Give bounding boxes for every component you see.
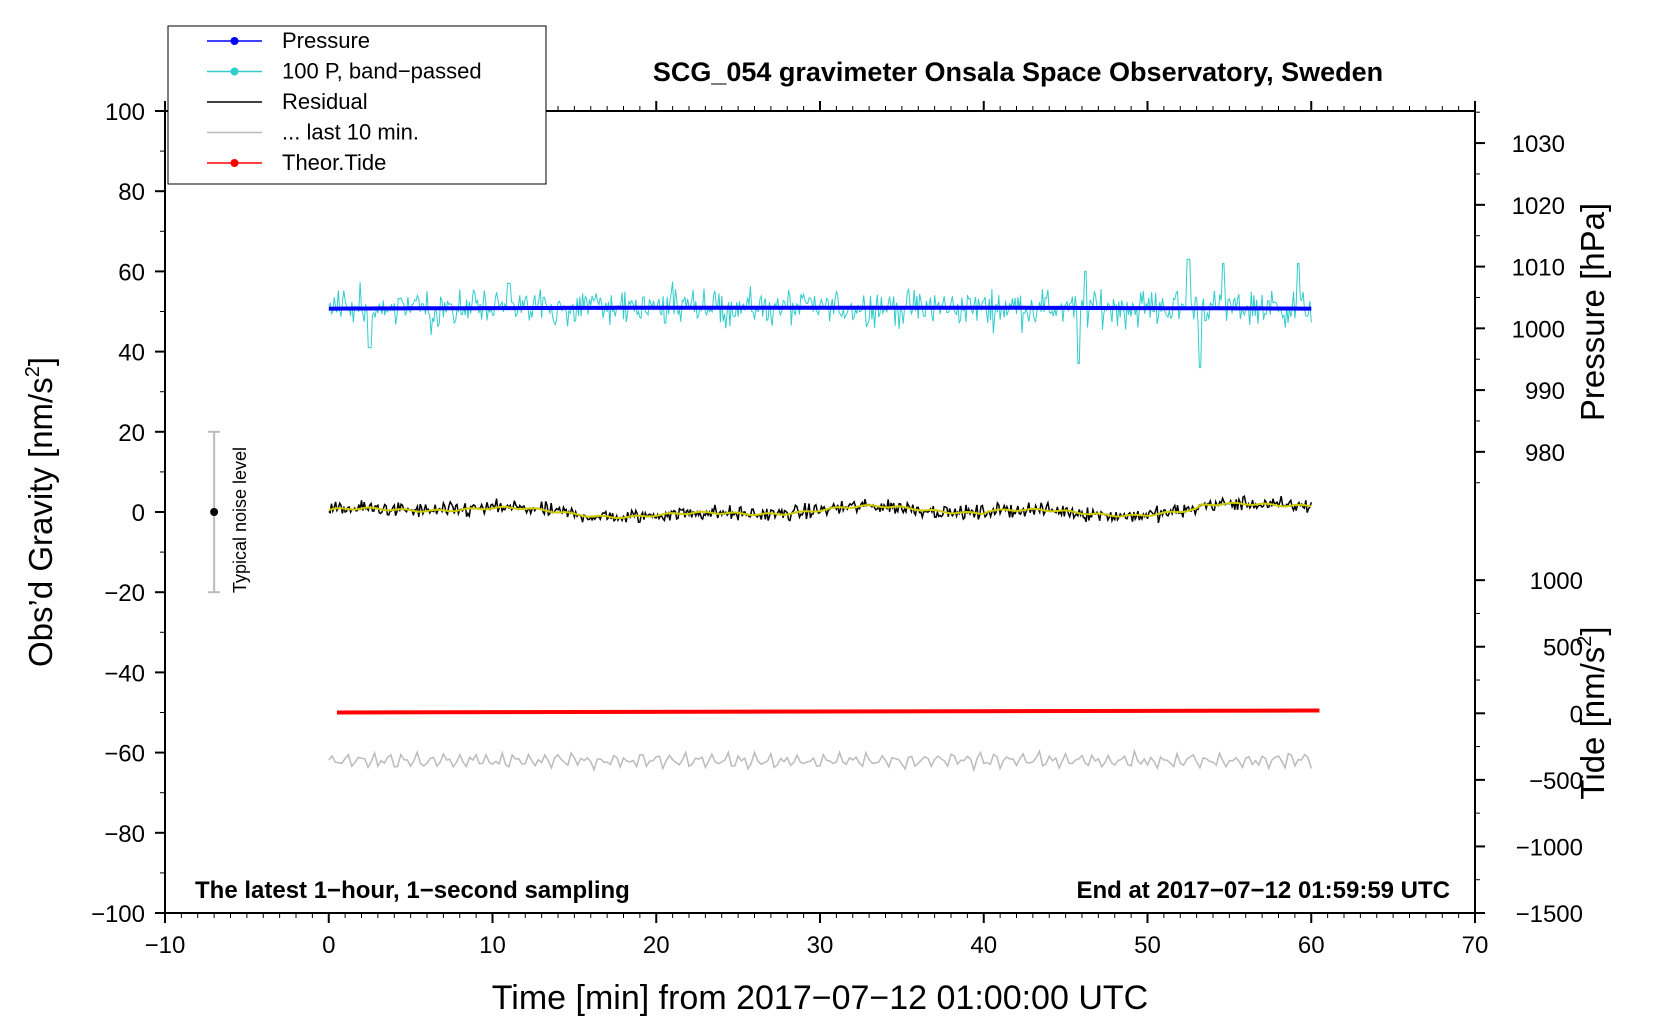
y-tick-label: 80 <box>118 179 145 206</box>
series-layer <box>208 258 1320 773</box>
x-tick-label: 20 <box>643 932 670 959</box>
legend-marker <box>230 37 239 45</box>
y-tick-label: 20 <box>118 420 145 447</box>
x-tick-label: 0 <box>322 932 335 959</box>
y-axis-label-gravity: Obs’d Gravity [nm/s2] <box>22 357 59 667</box>
chart-title: SCG_054 gravimeter Onsala Space Observat… <box>653 57 1383 87</box>
tick-labels-layer: −10 0 10 20 30 40 50 60 70100806040200−20−40−60−… <box>91 99 1583 959</box>
x-tick-label: 30 <box>807 932 834 959</box>
y-axis-label-pressure: Pressure [hPa] <box>1574 203 1611 421</box>
x-tick-label: 40 <box>970 932 997 959</box>
pressure-tick-label: 980 <box>1525 440 1565 467</box>
tide-tick-label: 500 <box>1543 635 1583 662</box>
legend-marker <box>230 159 239 167</box>
series-theoretical-tide <box>336 708 1320 715</box>
series-residual <box>328 494 1313 524</box>
x-tick-label: 60 <box>1298 932 1325 959</box>
tide-tick-label: −1000 <box>1516 834 1583 861</box>
legend: Pressure 100 P, band−passed Residual ... la… <box>167 25 547 185</box>
pressure-tick-label: 1010 <box>1512 255 1565 282</box>
tide-tick-label: 0 <box>1570 701 1583 728</box>
series-smoothed-residual <box>328 501 1312 520</box>
y-tick-label: −40 <box>104 660 145 687</box>
annotation-end-time: End at 2017−07−12 01:59:59 UTC <box>1076 877 1450 904</box>
noise-level-label: Typical noise level <box>230 447 250 593</box>
noise-bar-center <box>210 508 219 516</box>
pressure-tick-label: 990 <box>1525 378 1565 405</box>
tide-tick-label: 1000 <box>1530 568 1583 595</box>
legend-label: Theor.Tide <box>282 150 386 175</box>
legend-label: 100 P, band−passed <box>282 59 482 84</box>
y-tick-label: −80 <box>104 821 145 848</box>
y-tick-label: −20 <box>104 580 145 607</box>
x-tick-label: 10 <box>479 932 506 959</box>
tide-tick-label: −500 <box>1529 768 1583 795</box>
y-tick-label: 40 <box>118 340 145 367</box>
series-pressure <box>328 305 1312 311</box>
legend-label: Pressure <box>282 28 370 53</box>
annotation-latest-hour: The latest 1−hour, 1−second sampling <box>195 877 630 904</box>
x-axis-label: Time [min] from 2017−07−12 01:00:00 UTC <box>492 979 1148 1017</box>
x-tick-label: 50 <box>1134 932 1161 959</box>
pressure-tick-label: 1020 <box>1512 193 1565 220</box>
y-tick-label: 0 <box>132 500 145 527</box>
tide-tick-label: −1500 <box>1516 901 1583 928</box>
y-tick-label: −100 <box>91 901 145 928</box>
pressure-tick-label: 1000 <box>1512 316 1565 343</box>
legend-label: ... last 10 min. <box>282 120 419 145</box>
series-bandpassed-pressure <box>328 258 1312 369</box>
y-tick-label: −60 <box>104 741 145 768</box>
series-last-10-min <box>328 748 1313 773</box>
x-tick-label: 70 <box>1462 932 1489 959</box>
y-tick-label: 60 <box>118 259 145 286</box>
legend-box <box>167 25 547 185</box>
y-axis-label-tide: Tide [nm/s2] <box>1574 626 1611 799</box>
pressure-tick-label: 1030 <box>1512 131 1565 158</box>
legend-marker <box>230 67 239 76</box>
legend-label: Residual <box>282 89 368 114</box>
y-tick-label: 100 <box>105 99 145 126</box>
x-tick-label: −10 <box>145 932 186 959</box>
